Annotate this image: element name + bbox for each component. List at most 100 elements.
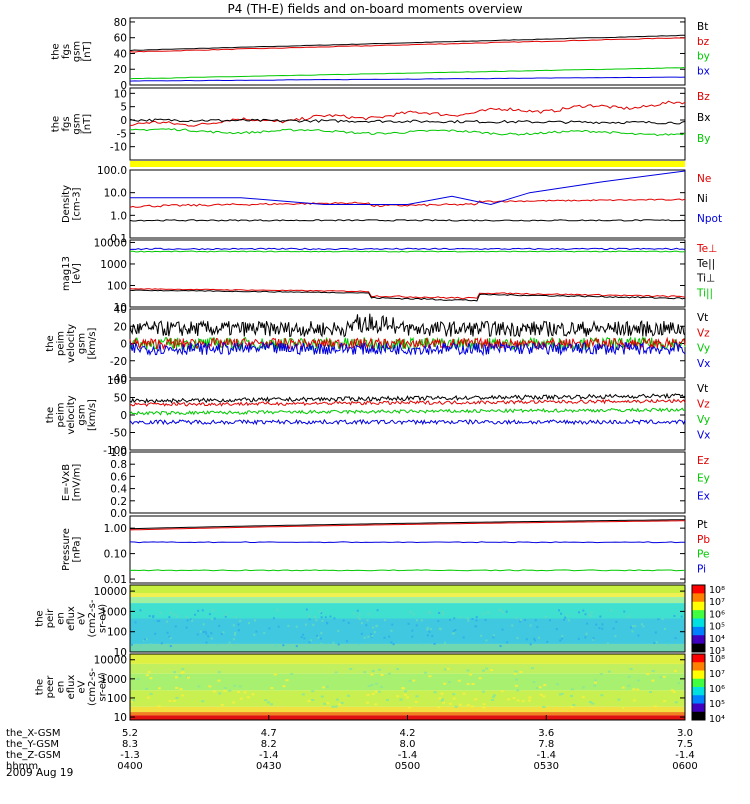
ion-spec-pixel <box>295 625 298 628</box>
ion-spec-pixel <box>383 619 386 622</box>
ion-spec-pixel <box>253 633 256 636</box>
ion-spec-pixel <box>411 629 414 632</box>
ion-spec-pixel <box>191 619 194 622</box>
plot-title: P4 (TH-E) fields and on-board moments ov… <box>227 2 522 16</box>
ion-spec-pixel <box>358 618 361 621</box>
ion-spec-pixel <box>561 635 564 638</box>
ele-spec-pixel <box>516 699 520 702</box>
y-tick-label: 0.0 <box>110 508 127 520</box>
legend-Vt: Vt <box>697 312 708 324</box>
ele-spec-pixel <box>627 684 631 687</box>
x-row-value: 5.2 <box>122 728 138 739</box>
ion-spec-pixel <box>443 641 446 644</box>
ele-spec-pixel <box>181 668 185 671</box>
ion-spec-pixel <box>143 638 146 641</box>
ele-spec-pixel <box>186 676 190 679</box>
ele-spec-pixel <box>514 684 518 687</box>
ion-spec-pixel <box>352 612 355 615</box>
ele-spec-pixel <box>175 696 179 699</box>
y-axis-label: mag13 <box>61 256 72 291</box>
ele-spec-pixel <box>197 685 201 688</box>
ele-spec-pixel <box>246 696 250 699</box>
ion-spec-pixel <box>563 618 566 621</box>
ele-spec-pixel <box>570 694 574 697</box>
legend-by: by <box>697 51 710 63</box>
ele-spec-pixel <box>269 703 273 706</box>
ele-spec-pixel <box>173 671 177 674</box>
y-tick-label: 20 <box>114 64 127 76</box>
y-tick-label: 0.8 <box>110 459 127 471</box>
ion-spec-pixel <box>453 617 456 620</box>
ele-spec-pixel <box>646 672 650 675</box>
y-axis-label: eflux <box>66 606 77 631</box>
series-Te-par <box>129 288 686 300</box>
x-row-value: 8.3 <box>122 739 138 750</box>
y-axis-label: peim <box>56 331 67 356</box>
ion-spec-pixel <box>666 643 669 646</box>
ion-spec-pixel <box>303 637 306 640</box>
ion-spec-pixel <box>599 615 602 618</box>
ion-spec-pixel <box>320 616 323 619</box>
ele-spec-pixel <box>440 699 444 702</box>
series-Ti-perp <box>129 289 686 302</box>
colorbar-label: 10⁵ <box>709 699 725 710</box>
y-tick-label: 10 <box>114 88 127 100</box>
ele-spec-pixel <box>507 698 511 701</box>
x-row-value: 7.5 <box>677 739 693 750</box>
ion-spec-pixel <box>654 631 657 634</box>
y-axis-label: peir <box>45 608 56 628</box>
legend-Ne: Ne <box>697 173 711 185</box>
y-tick-label: 50 <box>114 393 127 405</box>
ion-spec-pixel <box>213 617 216 620</box>
ele-spec-pixel <box>408 706 412 709</box>
ion-spec-pixel <box>320 632 323 635</box>
ion-spec-pixel <box>366 619 369 622</box>
panel-efield: 1.00.80.60.40.20.0 E=-VxB [mV/m] Ez Ey Ex <box>61 447 710 520</box>
ion-spec-pixel <box>560 612 563 615</box>
ion-spec-pixel <box>196 633 199 636</box>
y-axis-label: velocity <box>66 324 77 363</box>
colorbar-swatch <box>692 635 705 645</box>
x-row-value: 0530 <box>534 761 559 772</box>
ele-spec-pixel <box>131 699 135 702</box>
ion-spec-pixel <box>501 611 504 614</box>
ion-spec-pixel <box>305 608 308 611</box>
ion-spec-pixel <box>441 611 444 614</box>
ion-spec-pixel <box>363 636 366 639</box>
y-tick-label: 60 <box>114 33 127 45</box>
ion-spec-pixel <box>431 634 434 637</box>
y-tick-label: 10 <box>114 302 127 314</box>
ion-spec-pixel <box>437 620 440 623</box>
series-by <box>129 67 686 80</box>
x-row-label: hhmm <box>6 761 38 772</box>
ele-spec-pixel <box>491 696 495 699</box>
ele-spec-pixel <box>469 673 473 676</box>
ele-spec-pixel <box>448 681 452 684</box>
ion-spec-pixel <box>533 637 536 640</box>
ele-spec-pixel <box>349 667 353 670</box>
y-tick-label: 0 <box>120 115 127 127</box>
legend-Vy: Vy <box>697 343 710 355</box>
ion-spec-pixel <box>634 625 637 628</box>
ele-spec-pixel <box>444 668 448 671</box>
ion-spec-pixel <box>371 635 374 638</box>
ele-spec-pixel <box>208 685 212 688</box>
ele-spec-pixel <box>648 690 652 693</box>
x-row-value: -1.4 <box>259 750 279 761</box>
y-axis-label: gsm <box>77 404 88 425</box>
ion-spec-pixel <box>412 613 415 616</box>
ele-spec-pixel <box>371 670 375 673</box>
y-axis-label: [nPa] <box>71 536 82 562</box>
ele-spec-pixel <box>403 693 407 696</box>
ion-spec-pixel <box>411 635 414 638</box>
y-axis-label: (cm2-s- <box>87 599 98 637</box>
ion-spec-pixel <box>317 636 320 639</box>
ion-spec-pixel <box>482 613 485 616</box>
ion-spec-pixel <box>529 643 532 646</box>
ion-spec-pixel <box>655 641 658 644</box>
panel-fgs-mag: 80 60 40 20 0 the fgs gsm [nT] Bt bz by bx <box>50 17 710 92</box>
ele-spec-pixel <box>334 705 338 708</box>
ion-spec-pixel <box>471 617 474 620</box>
ion-spec-pixel <box>347 621 350 624</box>
ion-spec-pixel <box>263 632 266 635</box>
